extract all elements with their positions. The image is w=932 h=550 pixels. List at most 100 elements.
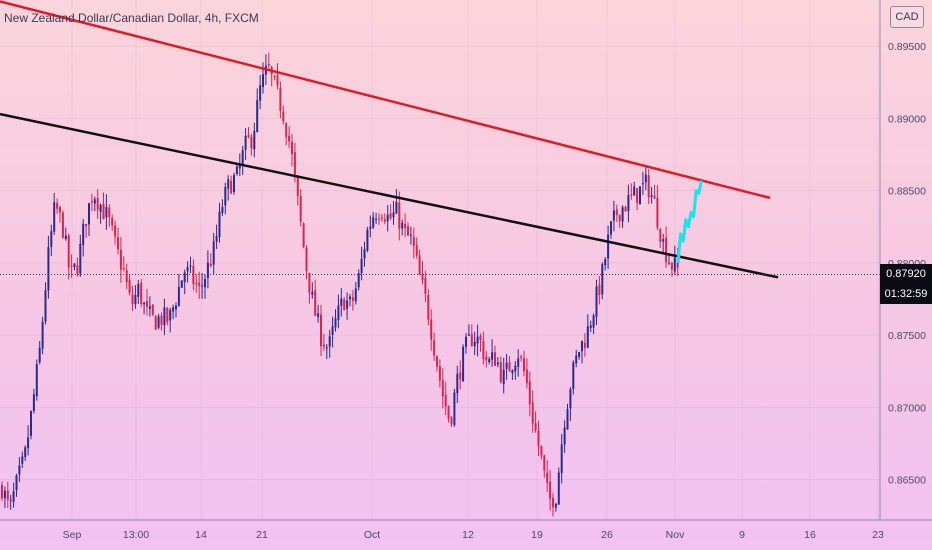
- time-tick-label: 12: [462, 529, 474, 541]
- candle-body: [119, 249, 122, 270]
- candle-body: [3, 490, 6, 499]
- candle-body: [459, 372, 462, 380]
- candle-body: [238, 163, 241, 169]
- candle-body: [198, 282, 201, 287]
- candle-body: [615, 209, 618, 216]
- countdown-label: 01:32:59: [880, 284, 932, 305]
- candle-body: [595, 286, 598, 317]
- time-tick-label: Oct: [364, 529, 380, 541]
- candle-body: [50, 231, 53, 247]
- time-tick-label: Sep: [63, 529, 82, 541]
- candle-body: [204, 279, 206, 288]
- candle-body: [24, 447, 27, 458]
- candle-body: [569, 389, 572, 409]
- candle-body: [378, 218, 380, 220]
- candle-body: [73, 263, 76, 268]
- candle-body: [540, 445, 543, 456]
- candle-body: [676, 259, 679, 268]
- candle-body: [320, 314, 322, 347]
- candle-body: [401, 222, 404, 229]
- price-tick-label: 0.86500: [888, 475, 926, 487]
- candle-body: [160, 315, 163, 325]
- candle-body: [572, 362, 575, 390]
- time-tick-label: 13:00: [123, 529, 149, 541]
- candle-body: [215, 236, 218, 242]
- candle-body: [514, 365, 517, 372]
- grid: [0, 0, 880, 520]
- candle-body: [15, 475, 18, 491]
- candle-body: [102, 204, 105, 219]
- candle-body: [641, 183, 644, 185]
- candle-body: [485, 356, 488, 361]
- candle-body: [314, 290, 317, 316]
- candle-body: [131, 294, 134, 305]
- candle-body: [543, 455, 546, 471]
- candle-body: [612, 210, 615, 221]
- candle-body: [354, 288, 357, 302]
- candle-body: [586, 326, 589, 348]
- candle-body: [293, 152, 296, 175]
- candle-body: [433, 340, 436, 356]
- currency-button[interactable]: CAD: [890, 6, 924, 28]
- candle-body: [499, 362, 502, 382]
- candle-body: [441, 379, 444, 397]
- candle-body: [653, 195, 656, 199]
- candle-body: [409, 234, 412, 236]
- candle-body: [93, 199, 96, 204]
- candle-body: [502, 369, 505, 385]
- candle-body: [627, 195, 630, 212]
- candle-body: [418, 255, 421, 275]
- candle-body: [482, 340, 485, 360]
- candle-body: [340, 298, 343, 306]
- candle-body: [279, 87, 282, 112]
- candle-body: [351, 297, 354, 301]
- candle-body: [296, 175, 299, 196]
- candle-body: [554, 503, 557, 508]
- candle-body: [195, 282, 198, 285]
- candle-body: [12, 491, 15, 502]
- candle-body: [331, 326, 334, 335]
- candle-body: [328, 336, 331, 347]
- candle-body: [363, 249, 366, 259]
- candle-body: [247, 134, 250, 138]
- candle-body: [647, 175, 650, 198]
- candle-body: [659, 228, 662, 243]
- candle-body: [383, 218, 386, 222]
- candle-body: [88, 203, 90, 225]
- candle-body: [96, 198, 99, 210]
- candle-body: [35, 364, 38, 397]
- candle-body: [166, 307, 169, 323]
- candle-body: [366, 229, 369, 251]
- candle-body: [143, 302, 146, 305]
- candle-body: [163, 307, 166, 326]
- candle-body: [305, 247, 308, 271]
- candle-body: [288, 135, 291, 142]
- candle-body: [618, 214, 621, 221]
- candle-body: [424, 278, 427, 294]
- candle-body: [224, 186, 227, 206]
- candle-body: [369, 226, 372, 229]
- candle-body: [639, 186, 641, 205]
- candle-body: [456, 373, 459, 394]
- candle-body: [592, 315, 595, 328]
- candle-body: [607, 234, 610, 259]
- candle-body: [598, 284, 601, 296]
- candle-body: [438, 366, 441, 381]
- candle-body: [444, 394, 447, 407]
- candle-body: [230, 180, 233, 194]
- candle-body: [470, 334, 473, 346]
- candle-body: [349, 296, 351, 300]
- candle-body: [227, 179, 230, 189]
- candle-body: [18, 465, 21, 475]
- time-tick-label: 21: [256, 529, 268, 541]
- price-tick-label: 0.89500: [888, 41, 926, 53]
- candle-body: [79, 243, 82, 274]
- candle-body: [235, 166, 238, 175]
- candle-body: [581, 341, 583, 352]
- candle-body: [244, 135, 247, 150]
- candle-body: [601, 264, 604, 295]
- candle-body: [505, 362, 508, 369]
- candle-body: [520, 356, 523, 358]
